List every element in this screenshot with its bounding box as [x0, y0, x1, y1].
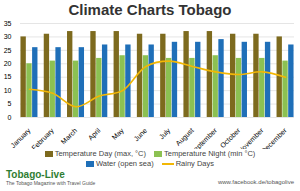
- svg-text:5: 5: [8, 100, 12, 107]
- svg-text:July: July: [158, 126, 173, 141]
- svg-text:20: 20: [4, 60, 12, 67]
- html-text:The Tobago Magazine with Trave: The Tobago Magazine with Travel Guide: [6, 180, 96, 186]
- svg-text:February: February: [30, 126, 56, 149]
- svg-text:0: 0: [8, 114, 12, 121]
- svg-text:September: September: [189, 126, 219, 149]
- html-text:Water (open sea): Water (open sea): [96, 159, 154, 168]
- svg-text:January: January: [9, 126, 33, 149]
- svg-text:December: December: [260, 126, 288, 149]
- svg-text:June: June: [132, 127, 148, 143]
- svg-text:May: May: [111, 126, 126, 141]
- svg-text:25: 25: [4, 47, 12, 54]
- html-text:Temperature Day (max, °C): Temperature Day (max, °C): [54, 149, 146, 158]
- svg-text:15: 15: [4, 73, 12, 80]
- svg-text:35: 35: [4, 20, 12, 27]
- html-text:Tobago-Live: Tobago-Live: [6, 169, 65, 180]
- svg-text:30: 30: [4, 33, 12, 40]
- html-text:Climate Charts Tobago: Climate Charts Tobago: [68, 1, 232, 18]
- svg-text:10: 10: [4, 87, 12, 94]
- html-text:www.facebook.de/tobagolive: www.facebook.de/tobagolive: [217, 179, 294, 185]
- html-text:Rainy Days: Rainy Days: [175, 159, 214, 168]
- svg-text:August: August: [174, 127, 195, 148]
- html-text:Temperature Night (min °C): Temperature Night (min °C): [164, 149, 256, 158]
- svg-text:October: October: [219, 126, 242, 149]
- svg-text:November: November: [237, 126, 265, 149]
- svg-text:April: April: [87, 126, 103, 142]
- svg-text:March: March: [60, 127, 79, 146]
